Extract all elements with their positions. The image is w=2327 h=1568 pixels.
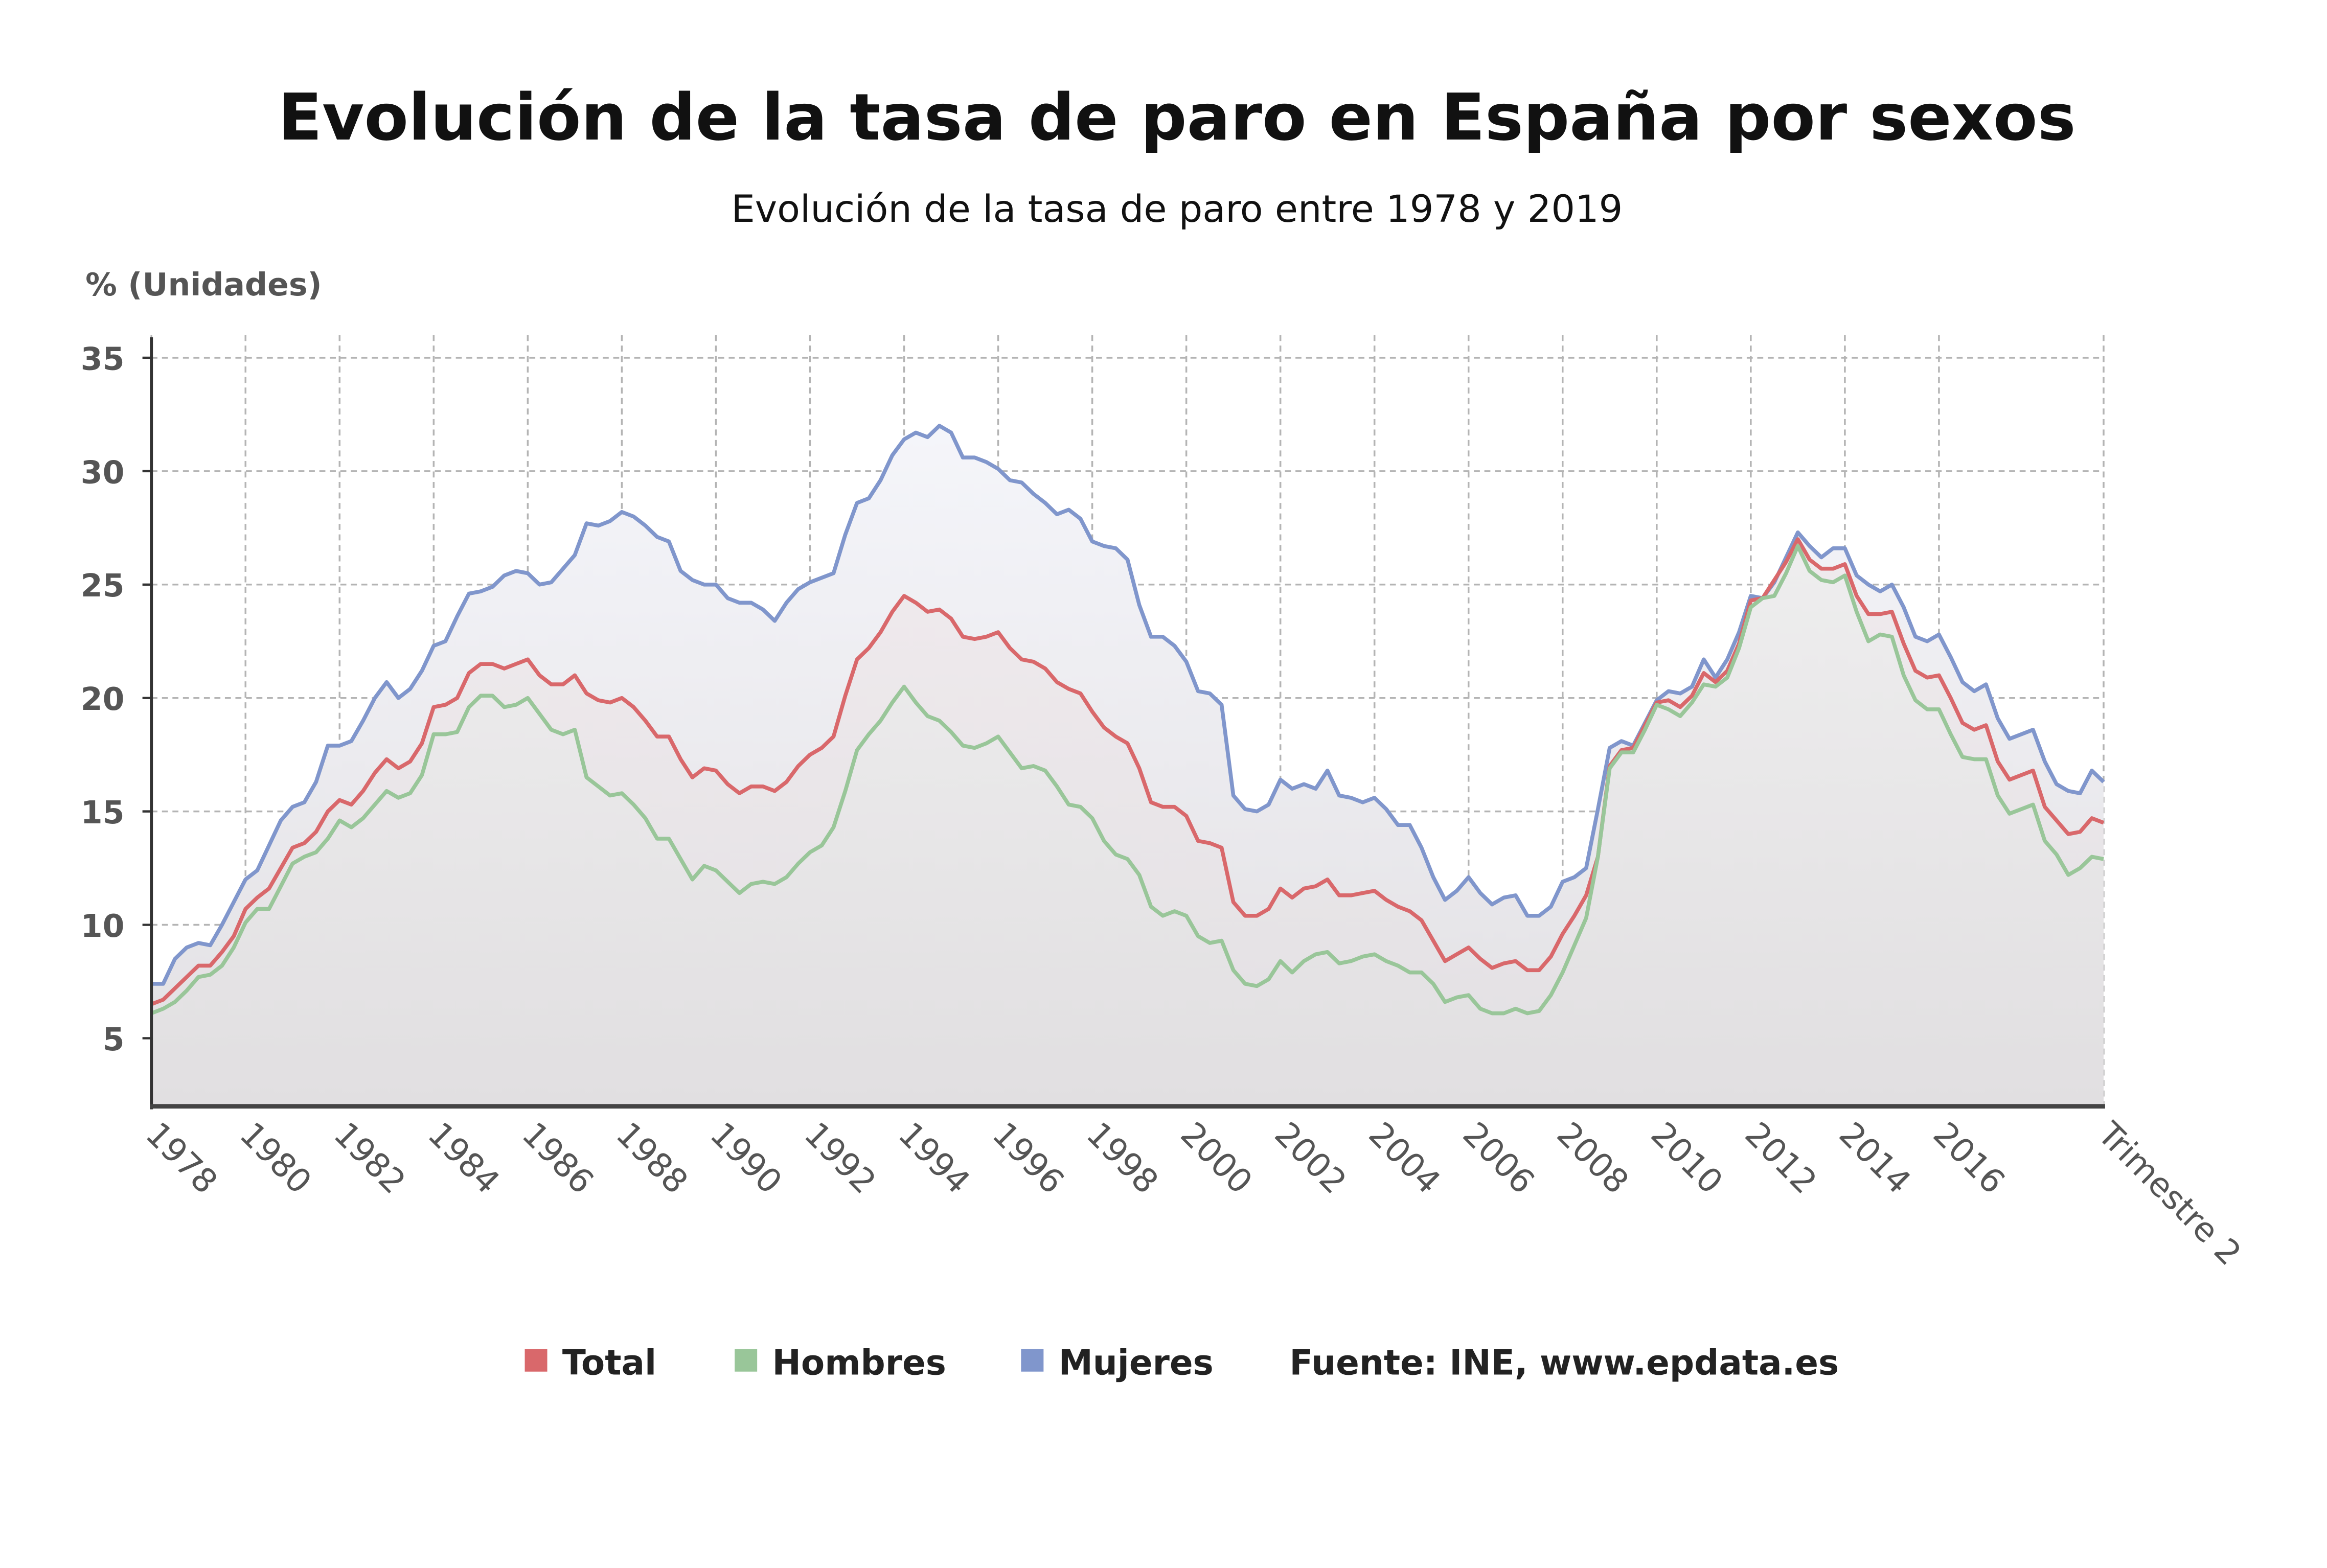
legend-item-mujeres[interactable]: Mujeres	[1021, 1343, 1214, 1383]
x-tick-label: 2016	[1926, 1115, 2012, 1202]
legend-item-total[interactable]: Total	[524, 1343, 657, 1383]
x-tick-label: 1986	[514, 1115, 601, 1202]
source-note: Fuente: INE, www.epdata.es	[1289, 1343, 1839, 1383]
legend-label-hombres: Hombres	[772, 1343, 946, 1383]
x-tick-label: 2006	[1455, 1115, 1542, 1202]
legend-label-total: Total	[562, 1343, 656, 1383]
legend-label-mujeres: Mujeres	[1059, 1343, 1214, 1383]
x-tick-label: 1990	[702, 1115, 789, 1202]
x-tick-label: 1984	[420, 1115, 507, 1202]
chart-subtitle: Evolución de la tasa de paro entre 1978 …	[731, 188, 1623, 231]
y-tick-label: 5	[103, 1021, 125, 1058]
area-hombres	[151, 546, 2104, 1106]
x-tick-label: 2000	[1173, 1115, 1260, 1202]
y-tick-label: 35	[81, 340, 125, 377]
legend-swatch-mujeres	[1021, 1349, 1044, 1372]
series-areas	[151, 426, 2104, 1106]
x-tick-label: 2012	[1738, 1115, 1824, 1202]
chart-title: Evolución de la tasa de paro en España p…	[278, 80, 2076, 155]
x-tick-label: 1988	[608, 1115, 695, 1202]
x-tick-label: 2008	[1549, 1115, 1636, 1202]
y-ticks: 35 30 25 20 15 10 5	[81, 340, 152, 1058]
axes	[150, 337, 2105, 1110]
y-tick-label: 10	[81, 908, 125, 944]
points-total	[151, 539, 2104, 1004]
x-tick-label: 1980	[232, 1115, 318, 1202]
legend-item-hombres[interactable]: Hombres	[735, 1343, 946, 1383]
x-ticks: 1978 1980 1982 1984 1986 1988 1990 1992 1994 1996…	[138, 1115, 2248, 1273]
y-tick-label: 30	[81, 454, 125, 491]
y-tick-label: 25	[81, 567, 125, 604]
x-tick-label: 1978	[138, 1115, 224, 1202]
x-tick-label: 2004	[1361, 1115, 1448, 1202]
y-axis-label: % (Unidades)	[85, 266, 322, 303]
legend-swatch-hombres	[735, 1349, 758, 1372]
x-tick-label: 2010	[1644, 1115, 1730, 1202]
x-tick-label: 1982	[326, 1115, 413, 1202]
x-tick-label: 1992	[797, 1115, 883, 1202]
x-tick-label: Trimestre 2	[2090, 1115, 2248, 1273]
points-mujeres	[151, 426, 2104, 984]
y-tick-label: 15	[81, 794, 125, 831]
x-tick-label: 1996	[985, 1115, 1071, 1202]
legend-swatch-total	[524, 1349, 547, 1372]
x-tick-label: 1998	[1079, 1115, 1166, 1202]
x-tick-label: 1994	[891, 1115, 977, 1202]
legend: Total Hombres Mujeres Fuente: INE, www.e…	[524, 1343, 1839, 1383]
y-tick-label: 20	[81, 681, 125, 718]
x-tick-label: 2002	[1267, 1115, 1354, 1202]
points-hombres	[151, 546, 2104, 1013]
x-tick-label: 2014	[1832, 1115, 1918, 1202]
series-lines	[150, 424, 2105, 1016]
